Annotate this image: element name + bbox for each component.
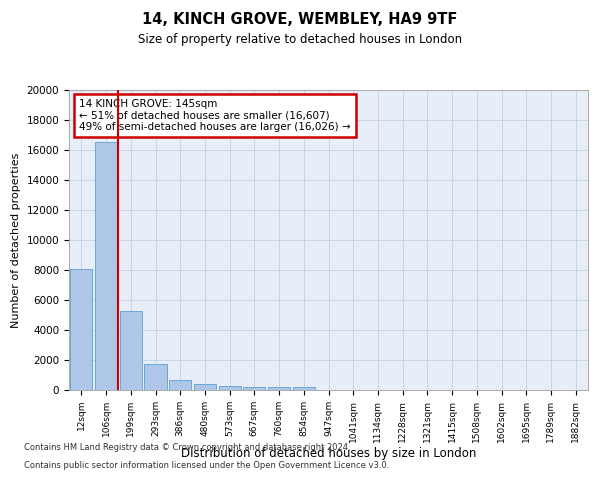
Text: 14 KINCH GROVE: 145sqm
← 51% of detached houses are smaller (16,607)
49% of semi: 14 KINCH GROVE: 145sqm ← 51% of detached… <box>79 99 351 132</box>
Bar <box>194 384 216 390</box>
Bar <box>145 364 167 390</box>
Text: Contains HM Land Registry data © Crown copyright and database right 2024.: Contains HM Land Registry data © Crown c… <box>24 442 350 452</box>
Bar <box>169 380 191 390</box>
Bar <box>70 268 92 390</box>
Bar <box>293 387 315 390</box>
Text: Contains public sector information licensed under the Open Government Licence v3: Contains public sector information licen… <box>24 461 389 470</box>
Text: 14, KINCH GROVE, WEMBLEY, HA9 9TF: 14, KINCH GROVE, WEMBLEY, HA9 9TF <box>142 12 458 28</box>
Bar <box>268 388 290 390</box>
Text: Size of property relative to detached houses in London: Size of property relative to detached ho… <box>138 32 462 46</box>
Y-axis label: Number of detached properties: Number of detached properties <box>11 152 21 328</box>
Bar <box>119 310 142 390</box>
X-axis label: Distribution of detached houses by size in London: Distribution of detached houses by size … <box>181 448 476 460</box>
Bar <box>218 386 241 390</box>
Bar <box>243 387 265 390</box>
Bar <box>95 142 117 390</box>
